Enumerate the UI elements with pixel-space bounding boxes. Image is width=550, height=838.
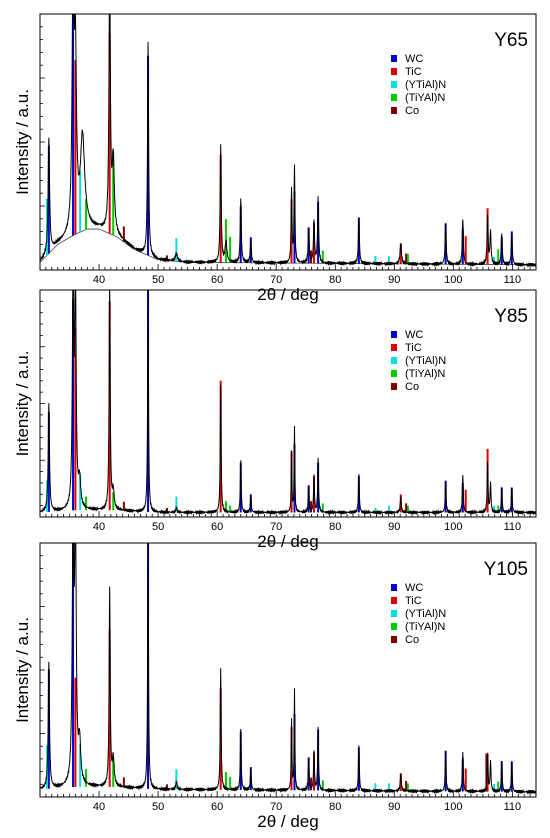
x-tick-label: 70 — [270, 521, 282, 533]
x-axis-label: 2θ / deg — [257, 812, 318, 831]
legend-swatch-wc — [391, 55, 397, 62]
legend-label-tiyal-n: (TiYAl)N — [405, 621, 445, 633]
x-axis-label: 2θ / deg — [257, 532, 318, 551]
panel-title: Y65 — [494, 30, 528, 51]
legend-label-ytial-n: (YTiAl)N — [405, 608, 446, 620]
legend-label-ytial-n: (YTiAl)N — [405, 355, 446, 367]
x-tick-label: 80 — [329, 274, 341, 286]
x-tick-label: 70 — [270, 274, 282, 286]
xrd-panel-y105: 40 50 60 70 80 90 100 110 2θ / deg Intensity / a.… — [13, 542, 537, 831]
x-tick-label: 60 — [211, 521, 223, 533]
xrd-panel-y65: 40 50 60 70 80 90 100 110 2θ / deg Intensity / a.… — [13, 13, 537, 304]
legend-swatch-ytial-n — [391, 357, 397, 364]
legend-label-wc: WC — [405, 53, 423, 65]
x-tick-label: 80 — [329, 521, 341, 533]
plot-frame — [39, 289, 537, 518]
x-tick-label: 110 — [504, 801, 522, 813]
legend-swatch-co — [391, 107, 397, 114]
legend-swatch-co — [391, 383, 397, 390]
x-tick-label: 80 — [329, 801, 341, 813]
measured-pattern-line — [40, 14, 536, 268]
legend-label-ytial-n: (YTiAl)N — [405, 79, 446, 91]
x-tick-label: 40 — [93, 801, 105, 813]
x-tick-label: 100 — [444, 801, 462, 813]
legend-swatch-tic — [391, 344, 397, 351]
x-tick-label: 110 — [504, 521, 522, 533]
legend-swatch-tic — [391, 68, 397, 75]
measured-pattern-line — [40, 543, 536, 795]
plot-area — [40, 14, 536, 268]
legend-swatch-tic — [391, 597, 397, 604]
legend-swatch-wc — [391, 584, 397, 591]
x-tick-label: 110 — [504, 274, 522, 286]
x-tick-label: 100 — [444, 521, 462, 533]
legend-label-co: Co — [405, 105, 419, 117]
x-tick-label: 90 — [388, 274, 400, 286]
legend-label-tiyal-n: (TiYAl)N — [405, 368, 445, 380]
xrd-panel-y85: 40 50 60 70 80 90 100 110 2θ / deg Intensity / a.… — [13, 289, 537, 551]
x-tick-label: 40 — [93, 521, 105, 533]
panel-title: Y85 — [494, 306, 528, 327]
legend-label-tic: TiC — [405, 66, 422, 78]
x-tick-label: 50 — [152, 801, 164, 813]
legend-swatch-co — [391, 636, 397, 643]
legend-swatch-tiyal-n — [391, 370, 397, 377]
legend-label-tic: TiC — [405, 342, 422, 354]
legend-label-tic: TiC — [405, 595, 422, 607]
plot-frame — [39, 13, 537, 271]
legend-swatch-tiyal-n — [391, 623, 397, 630]
legend-label-tiyal-n: (TiYAl)N — [405, 92, 445, 104]
legend-swatch-tiyal-n — [391, 94, 397, 101]
x-tick-label: 90 — [388, 521, 400, 533]
legend-label-co: Co — [405, 381, 419, 393]
x-axis-label: 2θ / deg — [257, 285, 318, 304]
plot-area — [40, 543, 536, 795]
plot-frame — [39, 542, 537, 798]
x-tick-label: 90 — [388, 801, 400, 813]
legend-label-wc: WC — [405, 582, 423, 594]
x-tick-label: 60 — [211, 274, 223, 286]
legend-swatch-wc — [391, 331, 397, 338]
y-axis-label: Intensity / a.u. — [13, 89, 32, 195]
x-tick-label: 60 — [211, 801, 223, 813]
panel-title: Y105 — [484, 559, 528, 580]
x-tick-label: 70 — [270, 801, 282, 813]
legend-swatch-ytial-n — [391, 610, 397, 617]
legend-label-co: Co — [405, 634, 419, 646]
y-axis-label: Intensity / a.u. — [13, 351, 32, 457]
x-tick-label: 50 — [152, 274, 164, 286]
x-tick-label: 40 — [93, 274, 105, 286]
y-axis-label: Intensity / a.u. — [13, 617, 32, 723]
x-tick-label: 100 — [444, 274, 462, 286]
x-tick-label: 50 — [152, 521, 164, 533]
legend-label-wc: WC — [405, 329, 423, 341]
legend-swatch-ytial-n — [391, 81, 397, 88]
